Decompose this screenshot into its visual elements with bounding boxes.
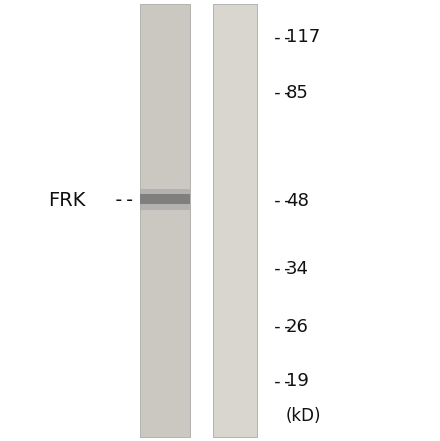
Bar	[140, 4, 190, 437]
Text: --: --	[112, 191, 136, 210]
Text: (kD): (kD)	[286, 407, 322, 425]
Text: --: --	[272, 84, 293, 101]
Text: --: --	[272, 373, 293, 390]
Text: 85: 85	[286, 84, 309, 101]
Text: --: --	[272, 29, 293, 46]
Text: --: --	[272, 318, 293, 336]
Text: --: --	[272, 192, 293, 209]
Text: 19: 19	[286, 373, 309, 390]
Text: --: --	[272, 260, 293, 278]
Text: FRK: FRK	[48, 191, 86, 210]
Bar	[140, 189, 190, 210]
Text: 48: 48	[286, 192, 309, 209]
Text: 26: 26	[286, 318, 309, 336]
Bar	[140, 194, 190, 204]
Text: 117: 117	[286, 29, 320, 46]
Text: 34: 34	[286, 260, 309, 278]
Bar	[213, 4, 257, 437]
